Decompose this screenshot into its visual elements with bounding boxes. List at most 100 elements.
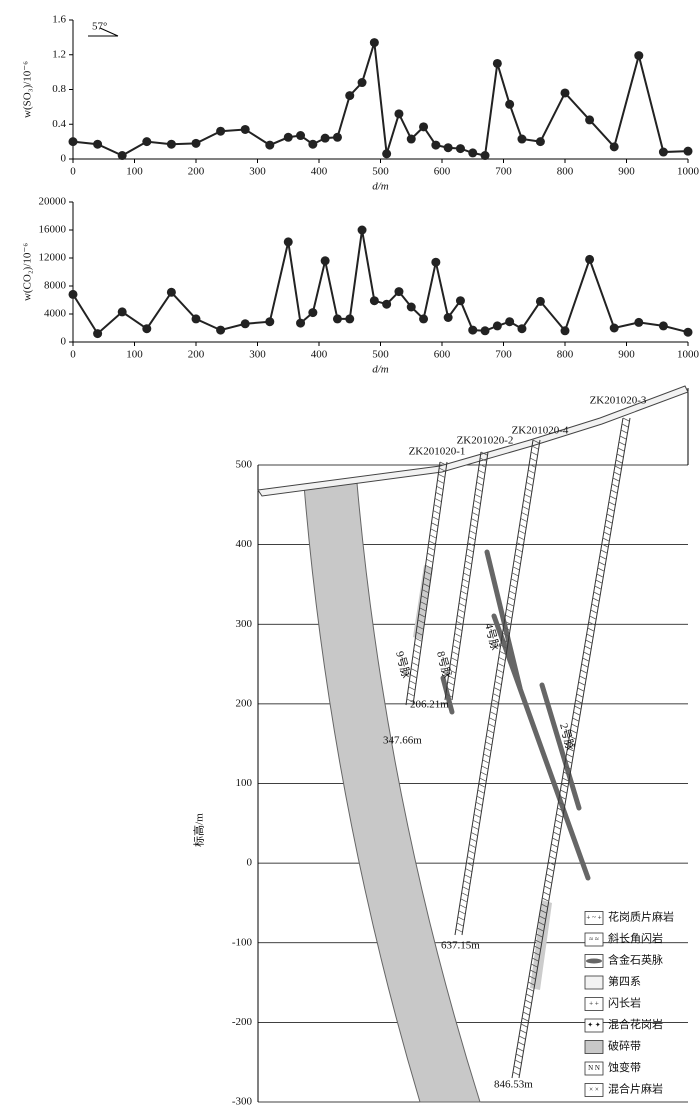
hole-hatch bbox=[555, 819, 562, 824]
hole-hatch bbox=[529, 457, 537, 462]
hole-hatch bbox=[428, 540, 436, 545]
hole-hatch bbox=[511, 572, 519, 577]
data-point bbox=[560, 88, 570, 98]
x-tick-label: 500 bbox=[372, 166, 389, 178]
data-point bbox=[683, 146, 693, 156]
hole-hatch bbox=[518, 1035, 526, 1040]
data-point bbox=[455, 144, 465, 154]
hole-hatch bbox=[472, 819, 480, 824]
x-tick-label: 800 bbox=[557, 166, 574, 178]
hole-hatch bbox=[504, 620, 511, 625]
hole-hatch bbox=[617, 447, 625, 452]
data-point bbox=[517, 134, 527, 144]
hole-hatch bbox=[540, 909, 547, 914]
hole-hatch bbox=[520, 1023, 528, 1028]
hole-hatch bbox=[502, 632, 509, 637]
data-point bbox=[609, 323, 619, 333]
legend-swatch bbox=[584, 1018, 604, 1033]
hole-hatch bbox=[512, 1071, 520, 1076]
hole-hatch bbox=[459, 596, 467, 601]
hole-hatch bbox=[545, 879, 552, 884]
hole-hatch bbox=[584, 645, 591, 650]
drill-hole-label: ZK201020-3 bbox=[590, 395, 647, 407]
hole-hatch bbox=[503, 626, 510, 631]
data-point bbox=[394, 109, 404, 119]
hole-hatch bbox=[479, 777, 486, 782]
hole-hatch bbox=[609, 495, 617, 500]
hole-hatch bbox=[471, 832, 478, 836]
hole-hatch bbox=[448, 675, 455, 680]
hole-hatch bbox=[486, 735, 493, 740]
legend-label: 破碎带 bbox=[608, 1039, 641, 1053]
hole-hatch bbox=[591, 603, 598, 608]
hole-hatch bbox=[429, 534, 436, 539]
quartz-vein bbox=[491, 613, 591, 881]
legend-label: 含金石英脉 bbox=[608, 953, 663, 967]
hole-hatch bbox=[425, 564, 432, 569]
hole-hatch bbox=[462, 886, 469, 891]
drill-hole bbox=[444, 451, 482, 701]
hole-hatch bbox=[595, 579, 602, 584]
hole-hatch bbox=[516, 542, 523, 546]
hole-hatch bbox=[470, 524, 477, 528]
hole-hatch bbox=[521, 512, 528, 516]
hole-hatch bbox=[426, 558, 433, 563]
data-point bbox=[431, 140, 441, 150]
data-point bbox=[609, 142, 619, 152]
hole-hatch bbox=[519, 524, 526, 528]
hole-hatch bbox=[574, 705, 581, 710]
data-point bbox=[296, 131, 306, 141]
drill-hole bbox=[451, 451, 489, 701]
hole-hatch bbox=[469, 844, 476, 848]
hole-hatch bbox=[546, 873, 553, 878]
hole-hatch bbox=[597, 567, 604, 572]
hole-hatch bbox=[613, 471, 621, 476]
data-point bbox=[166, 287, 176, 297]
hole-hatch bbox=[570, 729, 577, 734]
data-point bbox=[419, 314, 429, 324]
legend-swatch bbox=[584, 1083, 604, 1097]
drill-hole-label: ZK201020-4 bbox=[512, 425, 569, 437]
hole-hatch bbox=[423, 577, 431, 581]
hole-hatch bbox=[414, 643, 421, 648]
hole-hatch bbox=[464, 874, 471, 878]
data-point bbox=[683, 327, 693, 337]
hole-hatch bbox=[449, 669, 456, 674]
hole-hatch bbox=[567, 747, 574, 752]
hole-hatch bbox=[406, 698, 414, 703]
hole-hatch bbox=[493, 687, 501, 691]
hole-hatch bbox=[474, 494, 482, 498]
hole-hatch bbox=[478, 469, 485, 474]
hole-hatch bbox=[537, 927, 544, 932]
data-point bbox=[191, 314, 201, 324]
data-point bbox=[492, 321, 502, 331]
x-tick-label: 600 bbox=[434, 349, 451, 361]
hole-hatch bbox=[549, 855, 556, 860]
hole-hatch bbox=[589, 615, 596, 620]
legend-label: 混合片麻岩 bbox=[608, 1082, 663, 1096]
quartz-vein bbox=[539, 682, 582, 811]
hole-hatch bbox=[596, 573, 603, 578]
y-axis-label: w(CO₂)/10⁻⁶ bbox=[22, 243, 34, 301]
hole-hatch bbox=[463, 572, 470, 577]
hole-hatch bbox=[466, 862, 473, 866]
hole-hatch bbox=[510, 578, 518, 583]
hole-hatch bbox=[490, 711, 497, 715]
hole-hatch bbox=[434, 498, 442, 502]
data-line bbox=[72, 42, 689, 157]
hole-hatch bbox=[416, 631, 423, 636]
hole-hatch bbox=[463, 880, 470, 884]
hole-hatch bbox=[577, 687, 584, 692]
hole-hatch bbox=[471, 518, 478, 522]
hole-hatch bbox=[455, 928, 463, 933]
x-tick-label: 600 bbox=[434, 166, 451, 178]
legend-swatch bbox=[584, 997, 604, 1011]
x-tick-label: 300 bbox=[249, 349, 266, 361]
hole-hatch bbox=[607, 507, 615, 512]
hole-hatch bbox=[562, 777, 569, 782]
hole-hatch bbox=[435, 492, 442, 496]
hole-hatch bbox=[436, 485, 443, 490]
data-point bbox=[191, 138, 201, 148]
hole-hatch bbox=[496, 669, 504, 673]
data-point bbox=[283, 237, 293, 247]
